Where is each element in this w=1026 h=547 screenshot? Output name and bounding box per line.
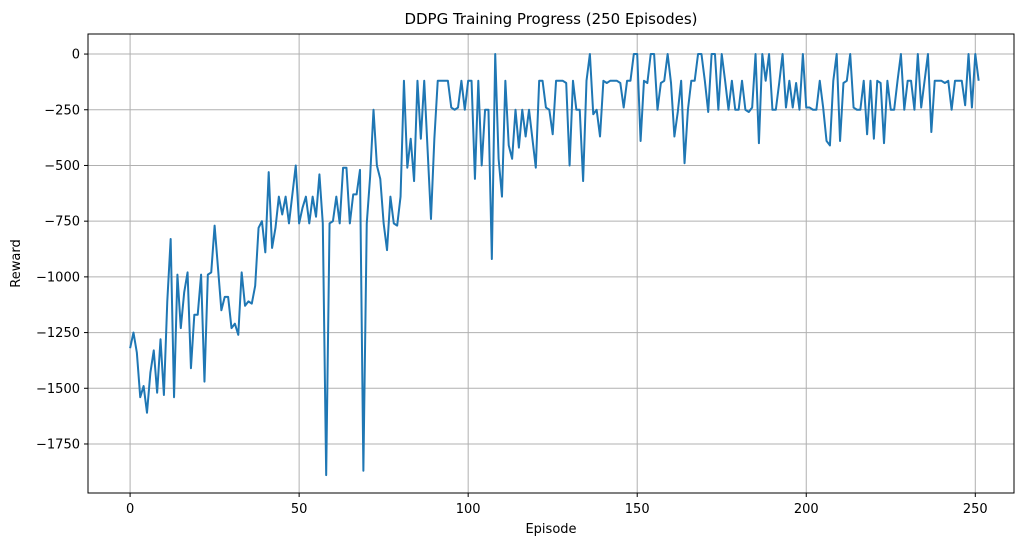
x-tick-label: 250 bbox=[963, 502, 988, 517]
axes-frame bbox=[87, 33, 1015, 494]
x-tick-label: 150 bbox=[625, 502, 650, 517]
y-tick-label: −1500 bbox=[36, 382, 80, 397]
y-tick-label: −1000 bbox=[36, 270, 80, 285]
x-tick-label: 0 bbox=[126, 502, 134, 517]
axis-ticks: 0 50 100 150 200 250 0 −250 −500 −750 −1000 −1250 −1… bbox=[36, 48, 988, 517]
reward-series-line bbox=[129, 53, 980, 477]
x-tick-label: 50 bbox=[291, 502, 308, 517]
x-tick-label: 200 bbox=[794, 502, 819, 517]
y-tick-label: −750 bbox=[44, 215, 80, 230]
chart-title: DDPG Training Progress (250 Episodes) bbox=[404, 10, 697, 28]
series-layer bbox=[129, 53, 980, 477]
y-tick-label: −250 bbox=[44, 103, 80, 118]
y-tick-label: −1750 bbox=[36, 437, 80, 452]
y-tick-label: 0 bbox=[72, 48, 80, 63]
y-tick-label: −1250 bbox=[36, 326, 80, 341]
y-tick-label: −500 bbox=[44, 159, 80, 174]
x-axis-label: Episode bbox=[525, 522, 576, 537]
y-axis-label: Reward bbox=[9, 239, 24, 287]
x-tick-label: 100 bbox=[456, 502, 481, 517]
